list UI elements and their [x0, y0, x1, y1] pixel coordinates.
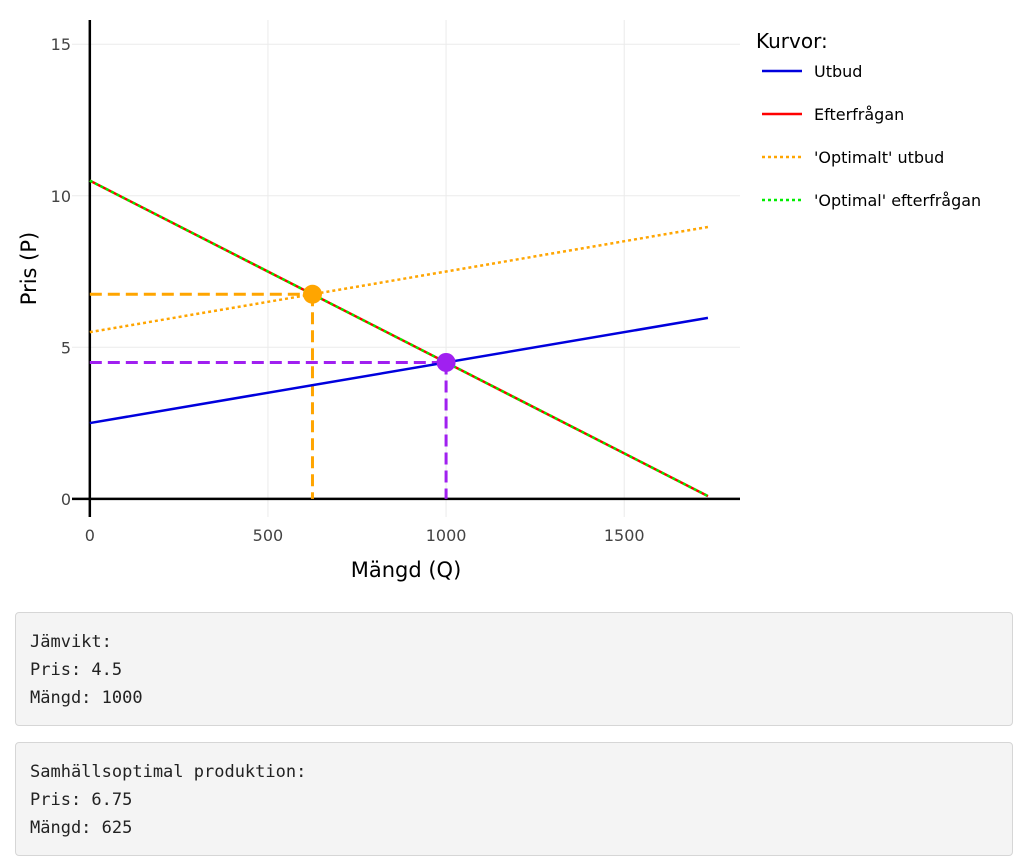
- legend-label: Efterfrågan: [814, 105, 904, 124]
- equilibrium-point: [436, 352, 456, 372]
- optimal-quantity: Mängd: 625: [30, 818, 133, 838]
- x-tick-label: 500: [253, 526, 284, 545]
- chart-container: 0 500 1000 1500 0 5 10 15 Mängd (Q) Pris (P) Kurvo…: [17, 20, 981, 582]
- y-tick-label: 5: [61, 338, 71, 357]
- x-tick-label: 1500: [604, 526, 645, 545]
- chart-svg: 0 500 1000 1500 0 5 10 15 Mängd (Q) Pris (P) Kurvo…: [17, 20, 981, 582]
- legend-item-optimal-supply: 'Optimalt' utbud: [762, 148, 944, 167]
- optimal-heading: Samhällsoptimal produktion:: [30, 762, 307, 782]
- equilibrium-price: Pris: 4.5: [30, 660, 123, 680]
- optimal-price: Pris: 6.75: [30, 790, 133, 810]
- equilibrium-quantity: Mängd: 1000: [30, 688, 143, 708]
- y-tick-label: 10: [51, 187, 71, 206]
- x-tick-label: 1000: [426, 526, 467, 545]
- equilibrium-box: Jämvikt: Pris: 4.5 Mängd: 1000: [15, 612, 1013, 726]
- legend-title: Kurvor:: [756, 29, 828, 53]
- equilibrium-heading: Jämvikt:: [30, 632, 112, 652]
- legend-item-supply: Utbud: [762, 62, 862, 81]
- supply-line: [89, 316, 709, 425]
- x-tick-label: 0: [85, 526, 95, 545]
- legend-label: 'Optimal' efterfrågan: [814, 191, 981, 210]
- y-axis-title: Pris (P): [17, 232, 41, 305]
- optimal-box: Samhällsoptimal produktion: Pris: 6.75 M…: [15, 742, 1013, 856]
- legend-item-optimal-demand: 'Optimal' efterfrågan: [762, 191, 981, 210]
- legend-label: 'Optimalt' utbud: [814, 148, 944, 167]
- x-axis-title: Mängd (Q): [351, 558, 462, 582]
- legend-label: Utbud: [814, 62, 862, 81]
- y-tick-label: 0: [61, 490, 71, 509]
- optimal-point: [302, 284, 322, 304]
- optimal-supply-line: [89, 225, 709, 334]
- legend-item-demand: Efterfrågan: [762, 105, 904, 124]
- optimal-demand-line: [89, 179, 709, 498]
- y-tick-label: 15: [51, 35, 71, 54]
